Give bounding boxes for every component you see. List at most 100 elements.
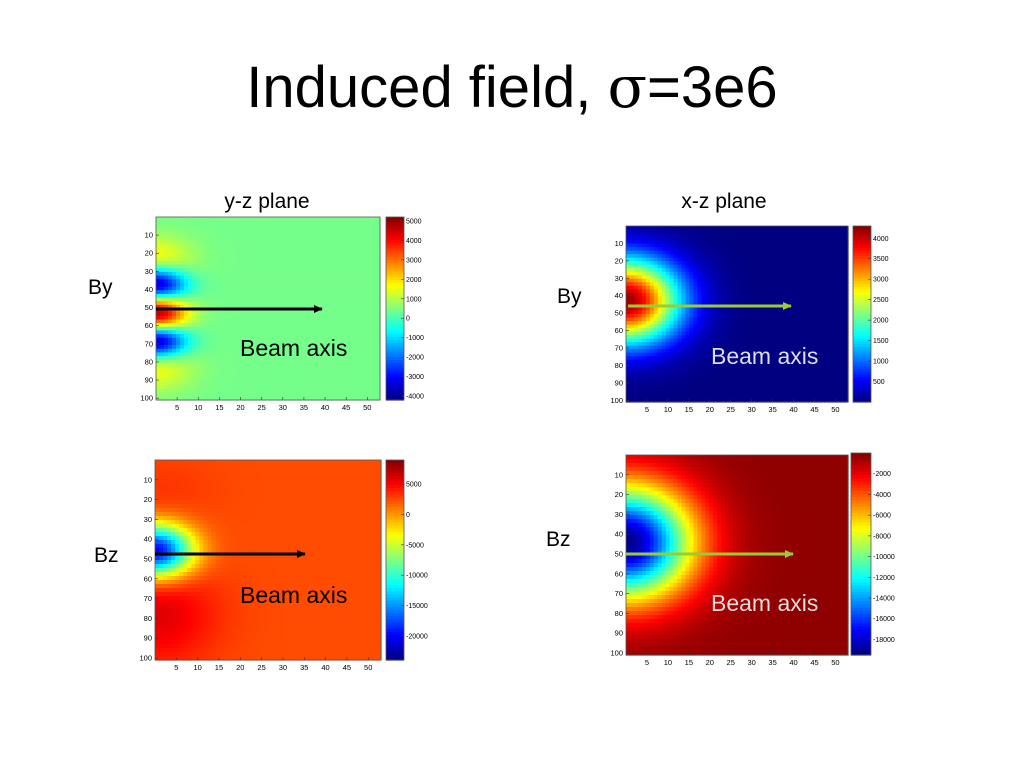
heatmap-cell <box>316 337 321 343</box>
heatmap-cell <box>264 286 269 291</box>
heatmap-cell <box>276 293 281 299</box>
heatmap-cell <box>796 254 802 259</box>
heatmap-cell <box>760 233 766 238</box>
heatmap-cell <box>240 279 245 284</box>
heatmap-cell <box>332 341 337 346</box>
heatmap-cell <box>184 282 189 288</box>
heatmap-cell <box>284 249 289 255</box>
heatmap-cell <box>752 261 758 266</box>
heatmap-cell <box>280 352 285 357</box>
heatmap-cell <box>661 233 667 238</box>
heatmap-cell <box>844 310 849 315</box>
heatmap-cell <box>160 235 165 240</box>
heatmap-cell <box>721 243 726 248</box>
heatmap-cell <box>626 299 631 305</box>
heatmap-cell <box>320 249 325 255</box>
heatmap-cell <box>832 240 837 245</box>
heatmap-cell <box>693 236 698 241</box>
heatmap-cell <box>180 249 185 255</box>
heatmap-cell <box>784 229 790 234</box>
heatmap-cell <box>733 271 738 276</box>
heatmap-cell <box>713 338 718 343</box>
heatmap-cell <box>717 345 722 350</box>
colorbar-tick-label: -3000 <box>406 374 424 381</box>
heatmap-cell <box>172 224 177 229</box>
heatmap-cell <box>352 275 357 280</box>
heatmap-cell <box>792 303 798 308</box>
heatmap-cell <box>224 396 229 401</box>
heatmap-cell <box>340 246 345 251</box>
heatmap-cell <box>208 378 213 383</box>
heatmap-cell <box>192 363 197 368</box>
heatmap-cell <box>296 378 301 383</box>
heatmap-cell <box>336 308 341 313</box>
heatmap-cell <box>840 250 845 255</box>
heatmap-cell <box>693 243 698 248</box>
heatmap-cell <box>176 334 181 339</box>
heatmap-cell <box>352 231 357 236</box>
heatmap-cell <box>713 282 718 287</box>
heatmap-cell <box>641 303 647 308</box>
heatmap-cell <box>657 240 663 245</box>
heatmap-cell <box>685 303 691 308</box>
heatmap-cell <box>228 264 233 269</box>
heatmap-cell <box>348 242 353 247</box>
heatmap-cell <box>804 303 809 308</box>
heatmap-cell <box>737 254 742 259</box>
heatmap-cell <box>276 359 281 364</box>
heatmap-cell <box>804 264 809 269</box>
heatmap-cell <box>304 238 309 244</box>
heatmap-cell <box>312 381 317 386</box>
heatmap-cell <box>276 297 281 302</box>
heatmap-cell <box>164 392 169 397</box>
heatmap-cell <box>300 235 305 240</box>
heatmap-cell <box>733 306 738 312</box>
heatmap-cell <box>320 319 325 324</box>
heatmap-cell <box>828 321 833 326</box>
heatmap-cell <box>772 292 778 297</box>
heatmap-cell <box>172 348 177 354</box>
heatmap-cell <box>192 304 197 310</box>
heatmap-cell <box>737 321 742 326</box>
heatmap-cell <box>220 260 225 266</box>
heatmap-cell <box>272 238 277 244</box>
heatmap-cell <box>828 226 833 231</box>
heatmap-cell <box>756 236 762 241</box>
heatmap-cell <box>804 240 809 245</box>
heatmap-cell <box>160 312 165 317</box>
heatmap-cell <box>296 249 301 255</box>
heatmap-cell <box>760 282 766 287</box>
heatmap-cell <box>641 247 647 252</box>
heatmap-cell <box>713 233 718 238</box>
heatmap-cell <box>352 337 357 343</box>
heatmap-cell <box>184 242 189 247</box>
heatmap-cell <box>280 396 285 401</box>
heatmap-cell <box>192 249 197 255</box>
heatmap-cell <box>828 278 833 283</box>
heatmap-cell <box>324 220 329 225</box>
heatmap-cell <box>356 260 361 266</box>
heatmap-cell <box>260 312 265 317</box>
heatmap-cell <box>840 314 845 319</box>
heatmap-cell <box>713 247 718 252</box>
heatmap-cell <box>252 246 257 251</box>
heatmap-cell <box>292 363 297 368</box>
heatmap-cell <box>216 264 221 269</box>
heatmap-cell <box>168 279 173 284</box>
heatmap-cell <box>649 352 655 357</box>
heatmap-cell <box>200 326 205 332</box>
heatmap-cell <box>248 249 253 255</box>
heatmap-cell <box>780 271 786 276</box>
heatmap-cell <box>693 306 698 312</box>
heatmap-cell <box>689 271 694 276</box>
heatmap-cell <box>220 293 225 299</box>
heatmap-cell <box>677 278 683 283</box>
heatmap-cell <box>836 349 841 354</box>
heatmap-cell <box>641 292 647 297</box>
heatmap-cell <box>760 264 766 269</box>
heatmap-cell <box>840 292 845 297</box>
heatmap-cell <box>224 242 229 247</box>
heatmap-cell <box>709 226 714 231</box>
heatmap-cell <box>208 235 213 240</box>
heatmap-cell <box>316 389 321 394</box>
